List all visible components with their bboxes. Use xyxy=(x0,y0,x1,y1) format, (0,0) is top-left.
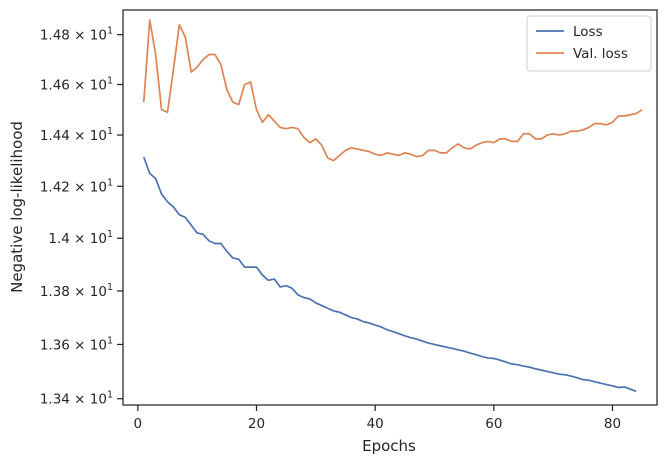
legend-box xyxy=(526,15,652,72)
y-tick-label: 1.46 × 101 xyxy=(40,76,113,94)
y-axis-label: Negative log-likelihood xyxy=(8,121,26,293)
y-tick-label: 1.38 × 101 xyxy=(40,282,113,300)
y-axis-ticks: 1.34 × 101 1.36 × 101 1.38 × 101 1.4 × 101 1… xyxy=(40,26,123,408)
y-tick-label: 1.34 × 101 xyxy=(40,390,113,408)
x-tick-label: 60 xyxy=(485,416,502,432)
y-tick-label: 1.4 × 101 xyxy=(48,229,113,247)
y-tick-label: 1.44 × 101 xyxy=(40,126,113,144)
legend: Loss Val. loss xyxy=(526,15,652,72)
legend-label: Val. loss xyxy=(573,46,628,62)
x-tick-label: 20 xyxy=(248,416,265,432)
x-axis-ticks: 0 20 40 60 80 xyxy=(134,405,621,432)
series-line-val-loss xyxy=(142,19,643,162)
y-tick-label: 1.42 × 101 xyxy=(40,177,113,195)
y-tick-label: 1.48 × 101 xyxy=(40,26,113,44)
x-axis-label: Epochs xyxy=(362,437,416,455)
plot-frame xyxy=(122,9,658,406)
x-tick-label: 40 xyxy=(367,416,384,432)
x-tick-label: 80 xyxy=(604,416,621,432)
series-line-loss xyxy=(142,156,637,393)
plot-area xyxy=(122,9,658,406)
series-layer xyxy=(142,19,643,393)
y-tick-label: 1.36 × 101 xyxy=(40,335,113,353)
x-tick-label: 0 xyxy=(134,416,143,432)
legend-label: Loss xyxy=(573,24,603,40)
